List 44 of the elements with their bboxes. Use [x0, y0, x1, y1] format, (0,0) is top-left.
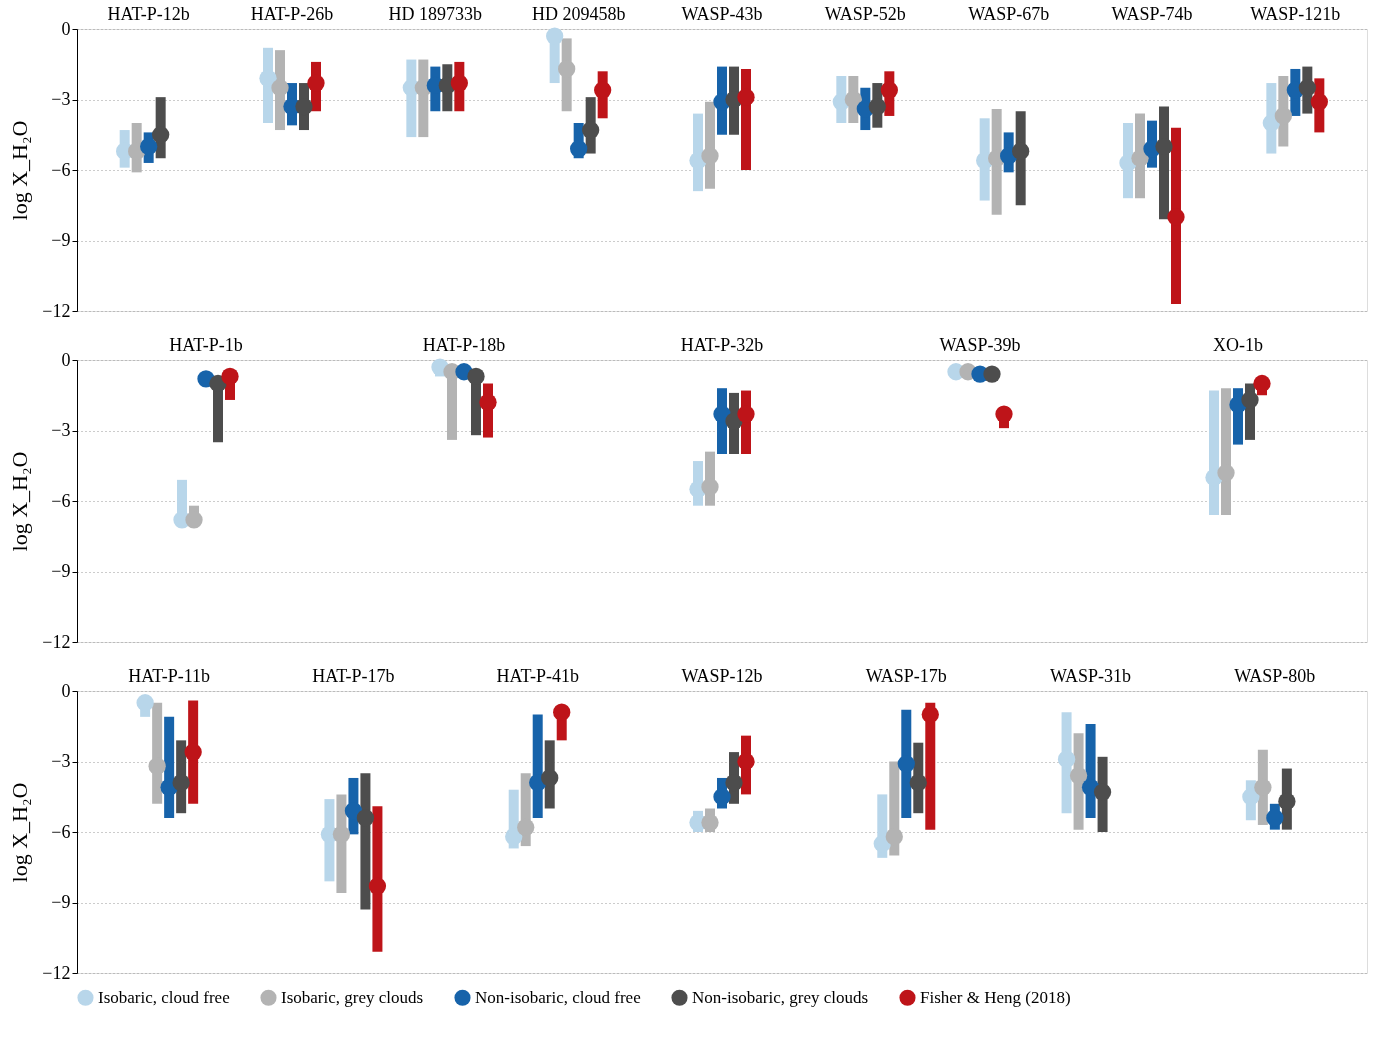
- x-tick-label: HD 209458b: [531, 3, 626, 24]
- y-tick-label: −6: [51, 490, 71, 511]
- x-tick-label: WASP-74b: [1111, 3, 1193, 24]
- y-axis-title: log X_H₂O: [7, 120, 33, 221]
- x-tick-label: HAT-P-1b: [169, 334, 243, 355]
- x-tick-label: WASP-31b: [1050, 665, 1132, 686]
- y-tick-label: −9: [51, 230, 71, 250]
- x-tick-label: HAT-P-12b: [107, 3, 190, 24]
- x-tick-label: HAT-P-32b: [680, 334, 764, 355]
- legend-label: Non-isobaric, grey clouds: [692, 987, 869, 1007]
- y-tick-label: −6: [51, 821, 71, 842]
- y-tick-label: −12: [42, 962, 71, 983]
- y-tick-label: 0: [61, 680, 71, 701]
- legend-label: Fisher & Heng (2018): [920, 987, 1071, 1007]
- y-tick-label: −12: [42, 631, 71, 652]
- x-tick-label: WASP-39b: [939, 334, 1021, 355]
- legend-label: Isobaric, cloud free: [98, 987, 230, 1007]
- x-tick-label: HAT-P-26b: [250, 3, 334, 24]
- x-tick-label: WASP-121b: [1250, 3, 1341, 24]
- y-axis-title: log X_H₂O: [7, 782, 33, 883]
- x-tick-label: HAT-P-41b: [496, 665, 579, 686]
- legend-label: Isobaric, grey clouds: [281, 987, 424, 1007]
- y-tick-label: −9: [51, 892, 71, 912]
- x-tick-label: WASP-52b: [824, 3, 906, 24]
- legend-label: Non-isobaric, cloud free: [475, 987, 641, 1007]
- x-tick-label: WASP-17b: [865, 665, 947, 686]
- y-tick-label: −6: [51, 159, 71, 180]
- y-tick-label: 0: [61, 18, 71, 39]
- x-tick-label: HAT-P-17b: [312, 665, 395, 686]
- y-axis-title: log X_H₂O: [7, 451, 33, 552]
- x-tick-label: XO-1b: [1213, 334, 1263, 355]
- x-tick-label: WASP-43b: [681, 3, 763, 24]
- x-tick-label: HD 189733b: [388, 3, 483, 24]
- x-tick-label: HAT-P-18b: [422, 334, 506, 355]
- x-tick-label: WASP-67b: [968, 3, 1050, 24]
- y-tick-label: 0: [61, 349, 71, 370]
- x-tick-label: WASP-80b: [1234, 665, 1316, 686]
- y-tick-label: −3: [51, 89, 71, 109]
- y-tick-label: −3: [51, 751, 71, 771]
- y-tick-label: −3: [51, 420, 71, 440]
- x-tick-label: HAT-P-11b: [128, 665, 210, 686]
- y-tick-label: −9: [51, 561, 71, 581]
- y-tick-label: −12: [42, 300, 71, 321]
- x-tick-label: WASP-12b: [681, 665, 763, 686]
